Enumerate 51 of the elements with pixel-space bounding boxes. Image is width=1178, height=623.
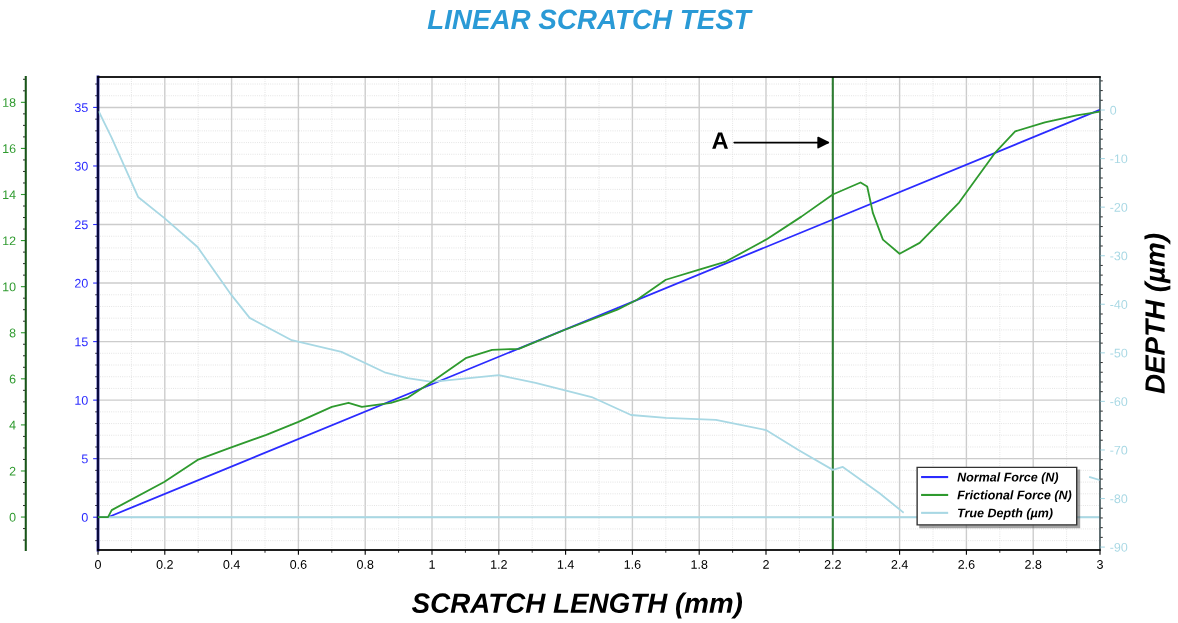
legend-label: Frictional Force (N): [957, 490, 1072, 502]
y-tick-label: 15: [75, 337, 88, 347]
y2-tick-label: -30: [1110, 251, 1128, 261]
legend-label: Normal Force (N): [957, 472, 1059, 485]
x-tick-label: 0.4: [223, 560, 240, 569]
y2-tick-label: -10: [1110, 154, 1128, 164]
y2-tick-label: -90: [1110, 542, 1128, 552]
x-tick-label: 2.4: [891, 560, 908, 569]
annotation: A: [712, 132, 729, 149]
y2-tick-label: -80: [1110, 494, 1128, 504]
y3-tick-label: 6: [9, 374, 16, 384]
y2-tick-label: -70: [1110, 445, 1128, 455]
y-tick-label: 35: [74, 103, 88, 113]
y-tick-label: 5: [81, 454, 88, 464]
y3-tick-label: 4: [9, 420, 16, 430]
x-tick-label: 0.8: [357, 560, 374, 569]
x-tick-label: 1.4: [557, 560, 574, 569]
x-tick-label: 1.6: [624, 560, 641, 569]
chart-title: LINEAR SCRATCH TEST: [427, 9, 753, 30]
x-tick-label: 0.6: [290, 560, 307, 569]
y3-tick-label: 16: [3, 144, 16, 154]
x-tick-label: 2: [763, 560, 769, 569]
legend-label: True Depth (µm): [958, 508, 1053, 520]
y2-tick-label: -20: [1110, 202, 1128, 212]
x-tick-label: 1.8: [691, 560, 708, 569]
y-tick-label: 10: [75, 395, 88, 405]
y-tick-label: 25: [75, 220, 88, 230]
x-tick-label: 2.2: [824, 560, 841, 569]
x-tick-label: 0: [95, 560, 101, 569]
y3-tick-label: 18: [3, 98, 16, 107]
y2-axis-title: DEPTH (µm): [1144, 233, 1171, 394]
x-tick-label: 2.8: [1025, 560, 1042, 569]
y-tick-label: 20: [75, 278, 88, 288]
x-tick-label: 0.2: [156, 560, 173, 569]
y3-tick-label: 10: [3, 282, 16, 292]
y-tick-label: 0: [81, 513, 88, 522]
x-axis-title: SCRATCH LENGTH (mm): [411, 592, 743, 619]
x-tick-label: 3: [1097, 560, 1103, 569]
x-tick-label: 1.2: [491, 560, 507, 569]
x-tick-label: 1: [429, 560, 435, 569]
y2-tick-label: -60: [1110, 397, 1128, 407]
y2-tick-label: 0: [1110, 105, 1117, 115]
y-tick-label: 30: [74, 161, 88, 171]
y3-tick-label: 2: [9, 466, 16, 476]
y2-tick-label: -40: [1110, 300, 1128, 309]
y3-tick-label: 14: [3, 190, 16, 200]
y2-tick-label: -50: [1110, 348, 1128, 358]
y3-tick-label: 0: [9, 512, 16, 522]
y3-tick-label: 8: [9, 328, 16, 338]
x-tick-label: 2.6: [958, 560, 975, 569]
y3-tick-label: 12: [3, 236, 16, 246]
